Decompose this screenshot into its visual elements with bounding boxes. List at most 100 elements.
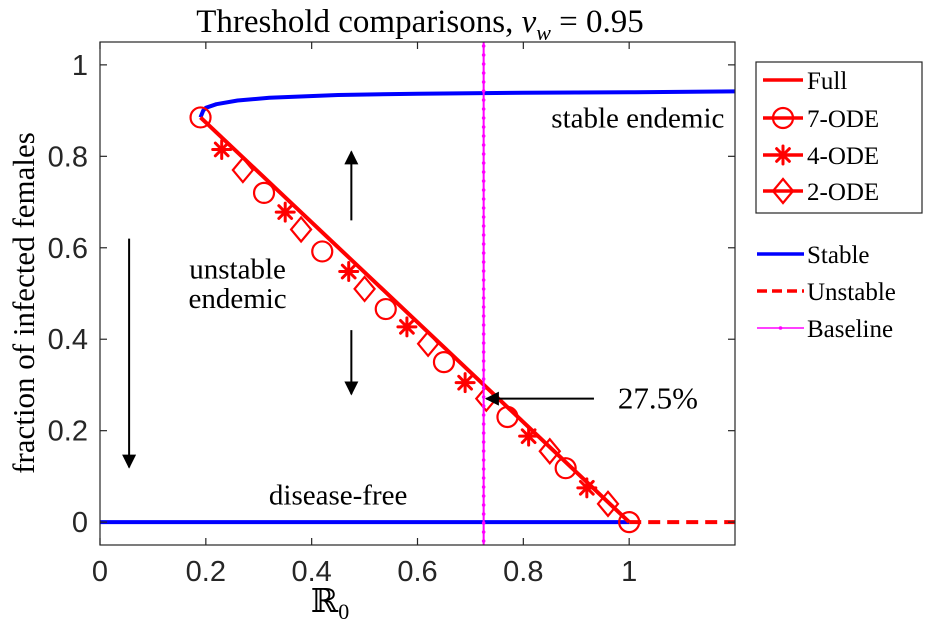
baseline-point xyxy=(481,269,486,273)
baseline-point xyxy=(481,62,486,66)
2-ODE-marker xyxy=(353,275,377,303)
x-tick-label: 0.2 xyxy=(186,556,226,588)
y-tick-label: 1 xyxy=(72,50,88,82)
legend-label: 7-ODE xyxy=(807,106,879,133)
baseline-point xyxy=(481,242,486,246)
baseline-point xyxy=(481,458,486,462)
4-ODE-marker xyxy=(576,477,598,499)
baseline-point xyxy=(481,98,486,102)
baseline-point xyxy=(481,422,486,426)
baseline-point xyxy=(481,485,486,489)
baseline-point xyxy=(481,161,486,165)
legend-entry: Unstable xyxy=(757,279,896,306)
x-tick-label: 0.8 xyxy=(503,556,543,588)
4-ODE-marker xyxy=(338,261,360,283)
legend-marker xyxy=(771,106,795,130)
annotation-label: endemic xyxy=(188,283,286,315)
y-tick-label: 0.4 xyxy=(48,324,88,356)
legend-entry: Stable xyxy=(757,242,870,269)
7-ODE-marker xyxy=(189,106,212,129)
baseline-point xyxy=(481,89,486,93)
baseline-point xyxy=(481,476,486,480)
legend-marker xyxy=(771,177,795,205)
legend-entry: 2-ODE xyxy=(763,177,879,206)
7-ODE-marker xyxy=(374,297,397,321)
baseline-point xyxy=(481,539,486,543)
x-tick-label: 0.4 xyxy=(292,556,332,588)
2-ODE-marker xyxy=(231,156,255,184)
legend-label: 2-ODE xyxy=(807,179,879,206)
legend-label: Full xyxy=(807,68,847,95)
legend-marker xyxy=(778,326,783,330)
series-layer xyxy=(100,42,735,545)
baseline-point xyxy=(481,251,486,255)
chart-title: Threshold comparisons, vw = 0.95 xyxy=(196,4,644,45)
baseline-point xyxy=(481,332,486,336)
baseline-point xyxy=(481,143,486,147)
7-ODE-marker xyxy=(311,240,334,263)
4-ODE-marker xyxy=(396,316,418,338)
legend-marker xyxy=(772,144,794,166)
annotation-label: 27.5% xyxy=(618,381,698,416)
baseline-point xyxy=(481,278,486,282)
legend-stability: Stable Unstable Baseline xyxy=(757,242,896,343)
legend-label: Baseline xyxy=(807,316,893,343)
4-ODE-marker xyxy=(454,372,476,394)
baseline-point xyxy=(481,206,486,210)
baseline-point xyxy=(481,125,486,129)
y-tick-label: 0.2 xyxy=(48,416,88,448)
legend-entry: 4-ODE xyxy=(763,143,879,170)
baseline-point xyxy=(481,359,486,363)
baseline-point xyxy=(481,512,486,516)
baseline-point xyxy=(481,386,486,390)
2-ODE-marker xyxy=(538,437,562,465)
baseline-point xyxy=(481,107,486,111)
x-tick-label: 0 xyxy=(92,556,108,588)
legend-models: Full 7-ODE 4-ODE 2-ODE xyxy=(755,61,923,214)
baseline-point xyxy=(481,530,486,534)
x-tick-label: 1 xyxy=(621,556,637,588)
2-ODE-marker xyxy=(416,330,440,358)
baseline-point xyxy=(481,449,486,453)
baseline-point xyxy=(481,377,486,381)
baseline-point xyxy=(481,404,486,408)
baseline-point xyxy=(481,431,486,435)
legend-box xyxy=(755,61,923,214)
baseline-point xyxy=(481,71,486,75)
4-ODE-marker xyxy=(274,201,296,223)
legend-entry: Full xyxy=(763,68,847,95)
baseline-point xyxy=(481,395,486,399)
4-ODE-marker xyxy=(211,138,233,160)
x-tick-label: 0.6 xyxy=(397,556,437,588)
full-line xyxy=(199,115,631,524)
legend-label: Unstable xyxy=(807,279,896,306)
legend-entry: Baseline xyxy=(757,316,893,343)
baseline-point xyxy=(481,233,486,237)
annotation-label: unstable xyxy=(189,253,286,285)
axes-frame: 0 0.2 0.4 0.6 0.8 1 0 0.2 0.4 0.6 0.8 1 xyxy=(48,41,736,588)
7-ODE-marker xyxy=(252,181,276,204)
baseline-point xyxy=(481,314,486,318)
baseline-point xyxy=(481,260,486,264)
x-axis-label: ℝ0 xyxy=(311,584,349,624)
y-tick-label: 0.8 xyxy=(48,141,88,173)
7-ODE-marker xyxy=(432,350,456,374)
baseline-point xyxy=(481,413,486,417)
4-ODE-marker xyxy=(518,425,540,447)
2-ODE-marker xyxy=(596,490,620,518)
baseline-point xyxy=(481,179,486,183)
baseline-point xyxy=(481,503,486,507)
baseline-point xyxy=(481,440,486,444)
baseline-point xyxy=(481,350,486,354)
baseline-point xyxy=(481,80,486,84)
baseline-point xyxy=(481,224,486,228)
2-ODE-marker xyxy=(289,215,313,244)
7-ODE-marker xyxy=(496,405,519,429)
baseline-point xyxy=(481,134,486,138)
y-axis-label: fraction of infected females xyxy=(6,132,41,474)
legend-label: Stable xyxy=(807,242,870,269)
legend-label: 4-ODE xyxy=(807,143,879,170)
7-ODE-marker xyxy=(554,457,577,480)
y-tick-label: 0.6 xyxy=(48,233,88,265)
